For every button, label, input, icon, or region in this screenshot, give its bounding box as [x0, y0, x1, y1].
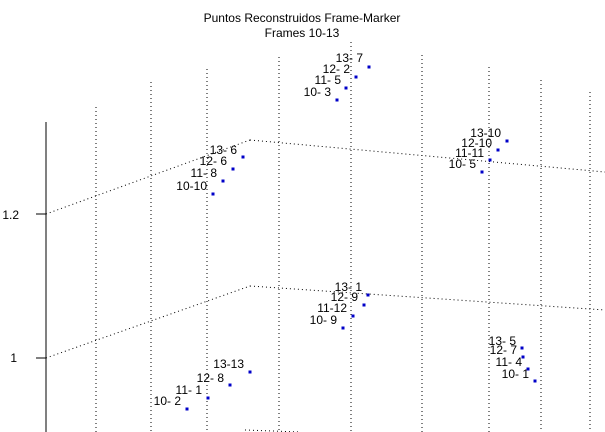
point-label: 11-12 — [317, 301, 347, 315]
z-tick-label: 1.2 — [2, 208, 19, 222]
point-marker — [366, 293, 370, 297]
point-marker — [526, 367, 530, 371]
grid-layer — [45, 42, 605, 432]
point-label: 10- 3 — [304, 85, 332, 99]
point-marker — [354, 75, 358, 79]
point-label: 12- 6 — [200, 154, 228, 168]
chart-title: Puntos Reconstruidos Frame-Marker — [204, 11, 401, 25]
points-layer: 13- 712- 211- 510- 3 13- 612- 611- 810-10… — [154, 51, 537, 411]
point-label: 11- 8 — [191, 166, 218, 180]
grid-line-plane — [249, 285, 605, 311]
point-marker — [185, 407, 189, 411]
point-label: 12- 8 — [197, 371, 225, 385]
point-label: 10- 9 — [310, 313, 338, 327]
point-marker — [228, 383, 232, 387]
point-label: 10- 1 — [502, 367, 530, 381]
chart-subtitle: Frames 10-13 — [265, 26, 340, 40]
point-label: 11- 1 — [176, 383, 203, 397]
point-marker — [488, 158, 492, 162]
point-label: 13- 1 — [335, 280, 363, 294]
grid-line-plane — [45, 139, 251, 215]
point-marker — [248, 370, 252, 374]
point-label: 10- 2 — [154, 394, 182, 408]
point-marker — [362, 303, 366, 307]
point-label: 13-10 — [470, 126, 501, 140]
point-marker — [505, 139, 509, 143]
point-label: 12-10 — [461, 136, 492, 150]
grid-line-plane — [45, 285, 251, 359]
point-marker — [521, 355, 525, 359]
grid-line-plane — [249, 139, 605, 173]
point-marker — [367, 65, 371, 69]
point-marker — [241, 155, 245, 159]
point-marker — [211, 192, 215, 196]
point-marker — [351, 314, 355, 318]
point-marker — [341, 326, 345, 330]
point-label: 12- 2 — [323, 62, 351, 76]
point-marker — [520, 346, 524, 350]
point-marker — [344, 86, 348, 90]
point-label: 12- 7 — [490, 343, 518, 357]
point-marker — [231, 167, 235, 171]
point-marker — [533, 379, 537, 383]
point-label: 11- 4 — [496, 355, 523, 369]
z-axis: 1.2 1 — [2, 122, 47, 432]
z-tick-label: 1 — [10, 351, 17, 365]
point-label: 10- 5 — [449, 157, 477, 171]
point-label: 13- 5 — [489, 334, 517, 348]
point-marker — [335, 98, 339, 102]
point-marker — [496, 148, 500, 152]
point-label: 10-10 — [176, 179, 207, 193]
point-marker — [221, 179, 225, 183]
point-marker — [480, 170, 484, 174]
point-label: 11- 5 — [315, 73, 342, 87]
point-label: 13- 6 — [210, 143, 238, 157]
point-label: 12- 9 — [331, 290, 359, 304]
point-marker — [206, 396, 210, 400]
point-label: 13- 7 — [336, 51, 364, 65]
point-label: 11-11 — [455, 146, 484, 160]
point-label: 13-13 — [213, 357, 244, 371]
